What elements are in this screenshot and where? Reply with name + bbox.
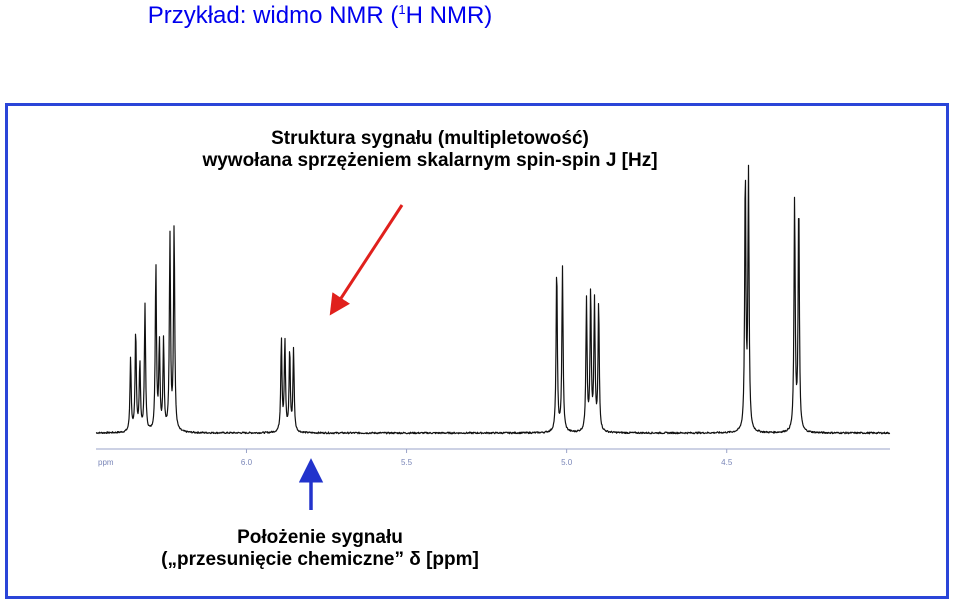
shift-annotation-line2: („przesunięcie chemiczne” δ [ppm]	[161, 549, 479, 570]
multiplet-pointer-arrow	[329, 204, 404, 316]
axis-tick-label: 5.0	[561, 458, 573, 467]
axis-unit-label: ppm	[98, 458, 114, 467]
peak	[556, 264, 558, 266]
peak	[744, 171, 746, 173]
peak	[135, 330, 137, 332]
axis-tick-label: 6.0	[241, 458, 253, 467]
peak	[798, 198, 800, 200]
peak-markers	[129, 171, 800, 366]
title-superscript: 1	[398, 2, 406, 17]
spectrum-frame	[5, 103, 949, 599]
ppm-axis: ppm	[96, 448, 890, 467]
multiplicity-annotation-line2: wywołana sprzężeniem skalarnym spin-spin…	[202, 150, 658, 171]
spectrum-trace	[95, 164, 891, 435]
page-title: Przykład: widmo NMR (1H NMR)	[147, 2, 493, 29]
multiplicity-annotation: Struktura sygnału (multipletowość) wywoł…	[150, 128, 710, 172]
shift-annotation-line1: Położenie sygnału	[237, 527, 403, 548]
shift-annotation: Położenie sygnału („przesunięcie chemicz…	[110, 527, 530, 571]
axis-tick-label: 4.5	[721, 458, 733, 467]
axis-tick-label: 5.5	[401, 458, 413, 467]
multiplicity-annotation-line1: Struktura sygnału (multipletowość)	[271, 128, 589, 149]
